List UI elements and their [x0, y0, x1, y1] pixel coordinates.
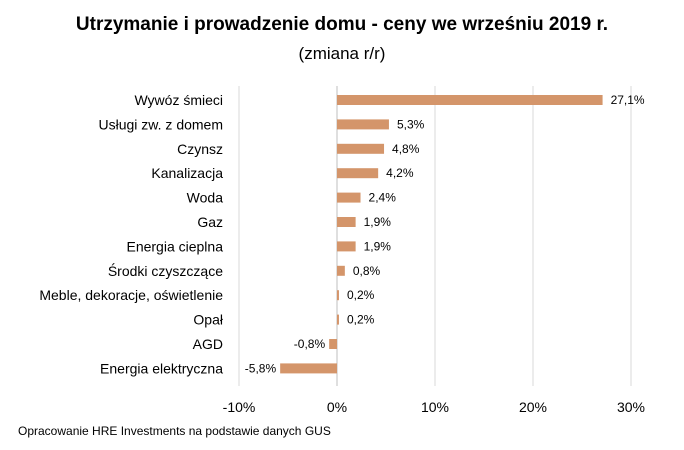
x-tick-label: 20% [519, 399, 547, 415]
category-label: Środki czyszczące [108, 262, 223, 279]
category-label: Energia cieplna [126, 238, 223, 254]
bar [329, 339, 337, 349]
data-label: 0,8% [353, 264, 381, 278]
bar [337, 290, 339, 301]
bar [337, 314, 339, 325]
bars [280, 95, 603, 374]
data-label: 4,8% [392, 142, 420, 156]
category-label: Meble, dekoracje, oświetlenie [39, 287, 223, 303]
data-label: -5,8% [245, 361, 277, 375]
source-note: Opracowanie HRE Investments na podstawie… [18, 424, 331, 438]
bar [280, 363, 337, 374]
category-label: Wywóz śmieci [134, 92, 223, 108]
category-label: AGD [193, 336, 223, 352]
category-label: Usługi zw. z domem [99, 116, 223, 132]
category-label: Gaz [197, 214, 223, 230]
bar [337, 168, 379, 179]
data-label: 1,9% [364, 239, 392, 253]
data-label: 1,9% [364, 215, 392, 229]
chart-subtitle: (zmiana r/r) [298, 44, 386, 63]
data-label: 0,2% [347, 313, 375, 327]
x-tick-label: 30% [617, 399, 645, 415]
data-label: 0,2% [347, 288, 375, 302]
bar [337, 217, 356, 227]
data-label: 2,4% [369, 191, 397, 205]
x-tick-label: 10% [421, 399, 449, 415]
grid-lines [238, 86, 632, 386]
bar [337, 143, 385, 154]
bar [337, 192, 361, 203]
data-label: 4,2% [386, 166, 414, 180]
category-label: Opał [193, 312, 223, 328]
labels: Wywóz śmieci 27,1% Usługi zw. z domem 5,3% C… [39, 92, 645, 376]
bar [337, 95, 603, 105]
data-label: -0,8% [294, 337, 326, 351]
bar [337, 265, 345, 276]
category-label: Woda [187, 190, 224, 206]
chart-title: Utrzymanie i prowadzenie domu - ceny we … [75, 14, 609, 35]
data-label: 27,1% [611, 93, 645, 107]
bar [337, 119, 389, 130]
data-label: 5,3% [397, 117, 425, 131]
category-label: Energia elektryczna [100, 360, 223, 376]
x-tick-label: -10% [223, 399, 256, 415]
x-tick-label: 0% [327, 399, 347, 415]
x-axis-ticks: -10% 0% 10% 20% 30% [223, 399, 645, 415]
bar [337, 241, 356, 252]
category-label: Kanalizacja [151, 165, 223, 181]
category-label: Czynsz [177, 141, 223, 157]
